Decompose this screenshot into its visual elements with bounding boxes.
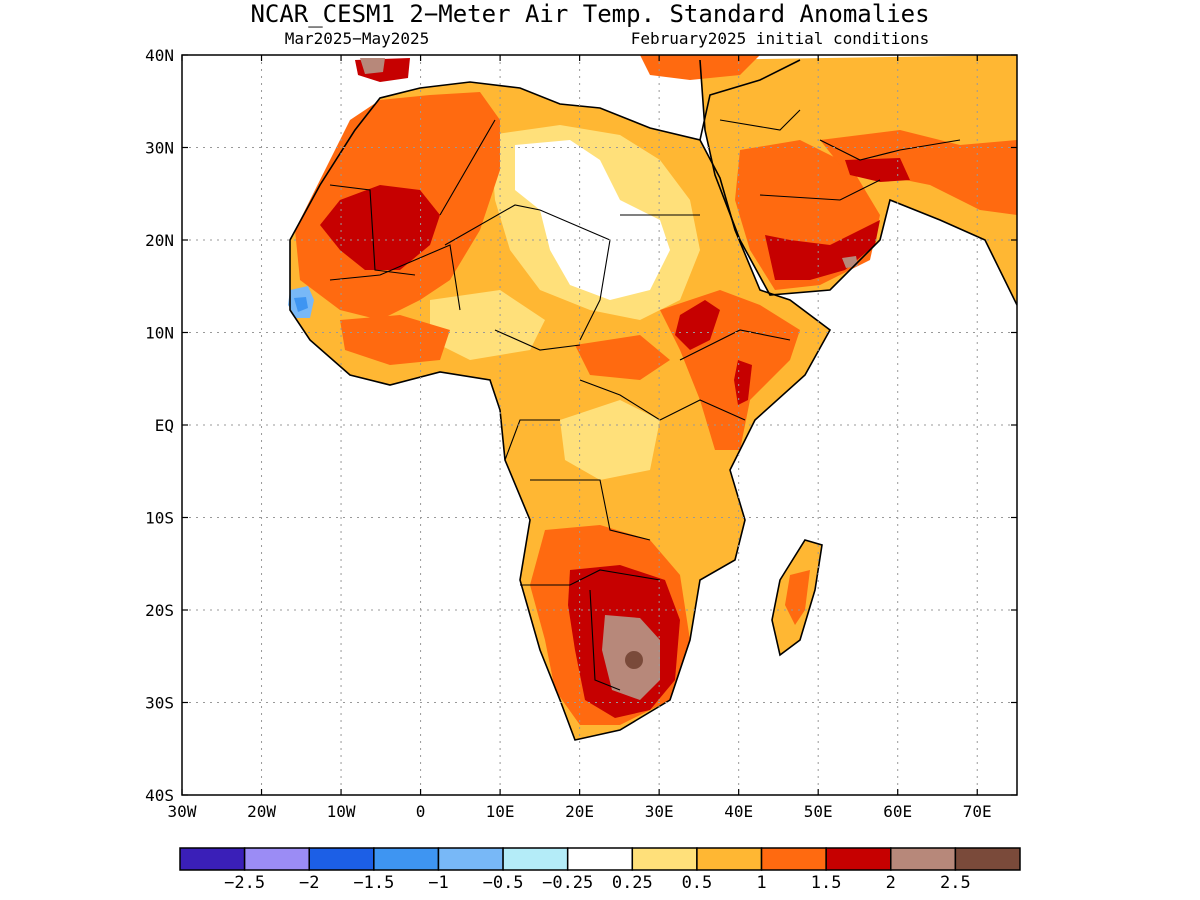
lon-tick-label: 20E <box>565 802 594 821</box>
anomaly-region-2.5-core <box>625 651 643 669</box>
lon-tick-label: 30W <box>168 802 197 821</box>
coastlines <box>289 59 1017 741</box>
anomaly-region-1.5-sudan <box>575 335 670 380</box>
initial-conditions: February2025 initial conditions <box>631 29 930 48</box>
lat-tick-label: 10S <box>145 509 174 528</box>
colorbar-label: 1 <box>756 873 766 893</box>
colorbar-label: −0.25 <box>542 873 593 893</box>
colorbar-swatch <box>696 847 763 871</box>
lon-tick-label: 30E <box>645 802 674 821</box>
colorbar-swatch <box>373 847 440 871</box>
lat-tick-label: 20N <box>145 231 174 250</box>
colorbar-label: −1.5 <box>353 873 394 893</box>
lon-tick-label: 70E <box>963 802 992 821</box>
lon-tick-label: 60E <box>883 802 912 821</box>
anomaly-region-2-sahara-west <box>320 185 440 270</box>
colorbar-swatch <box>760 847 827 871</box>
lon-tick-label: 40E <box>724 802 753 821</box>
lat-tick-label: 10N <box>145 324 174 343</box>
anomaly-region-0.5-congo <box>560 400 660 480</box>
colorbar-swatch <box>890 847 957 871</box>
colorbar-label: −0.5 <box>483 873 524 893</box>
anomaly-region-1.5-iran <box>820 130 1017 215</box>
colorbar-label: 0.5 <box>682 873 713 893</box>
colorbar-swatch <box>502 847 569 871</box>
lat-tick-label: 40N <box>145 46 174 65</box>
colorbar-label: −2.5 <box>224 873 265 893</box>
lat-tick-label: 30S <box>145 694 174 713</box>
anomaly-region-1.5-guinea <box>340 315 450 365</box>
colorbar-label: 2 <box>886 873 896 893</box>
colorbar-label: −1 <box>428 873 448 893</box>
anomaly-region-2-ethiopia <box>675 300 720 350</box>
colorbar-swatch <box>631 847 698 871</box>
colorbar-swatch <box>308 847 375 871</box>
colorbar-label: 1.5 <box>811 873 842 893</box>
figure-title: NCAR_CESM1 2−Meter Air Temp. Standard An… <box>250 0 929 28</box>
anomaly-region-1.5-madagascar <box>785 570 810 625</box>
axis-ticks: 30W 20W 10W 0 10E 20E 30E 40E 50E 60E 70E 40N 30N 20N… <box>145 46 1017 821</box>
lat-tick-label: 40S <box>145 786 174 805</box>
forecast-period: Mar2025−May2025 <box>285 29 430 48</box>
graticule <box>182 55 1017 795</box>
colorbar-swatch <box>437 847 504 871</box>
lon-tick-label: 50E <box>804 802 833 821</box>
colorbar-swatch <box>179 847 246 871</box>
anomaly-region-neutral-sahara <box>515 140 670 300</box>
lon-tick-label: 20W <box>247 802 276 821</box>
anomaly-region-negative-core <box>294 297 308 312</box>
lon-tick-label: 10E <box>486 802 515 821</box>
map-plot-area <box>182 55 1017 795</box>
colorbar-swatch <box>243 847 310 871</box>
colorbar: −2.5 −2 −1.5 −1 −0.5 −0.25 0.25 0.5 1 1.5 2 2.5 <box>179 847 1021 893</box>
lon-tick-label: 10W <box>327 802 356 821</box>
lon-tick-label: 0 <box>416 802 426 821</box>
lat-tick-label: 30N <box>145 139 174 158</box>
anomaly-region-2-gulf <box>845 158 910 182</box>
colorbar-label: 2.5 <box>940 873 971 893</box>
country-borders <box>329 109 961 691</box>
colorbar-label: −2 <box>299 873 319 893</box>
anomaly-region-0.5-central <box>430 290 545 360</box>
anomaly-region-2.5-morocco <box>360 58 385 74</box>
anomaly-region-2-yemen <box>765 220 880 280</box>
colorbar-swatch <box>566 847 634 871</box>
lat-tick-label: 20S <box>145 601 174 620</box>
lat-tick-label: EQ <box>155 416 174 435</box>
colorbar-swatch <box>954 847 1021 871</box>
colorbar-swatch <box>825 847 892 871</box>
colorbar-label: 0.25 <box>612 873 653 893</box>
